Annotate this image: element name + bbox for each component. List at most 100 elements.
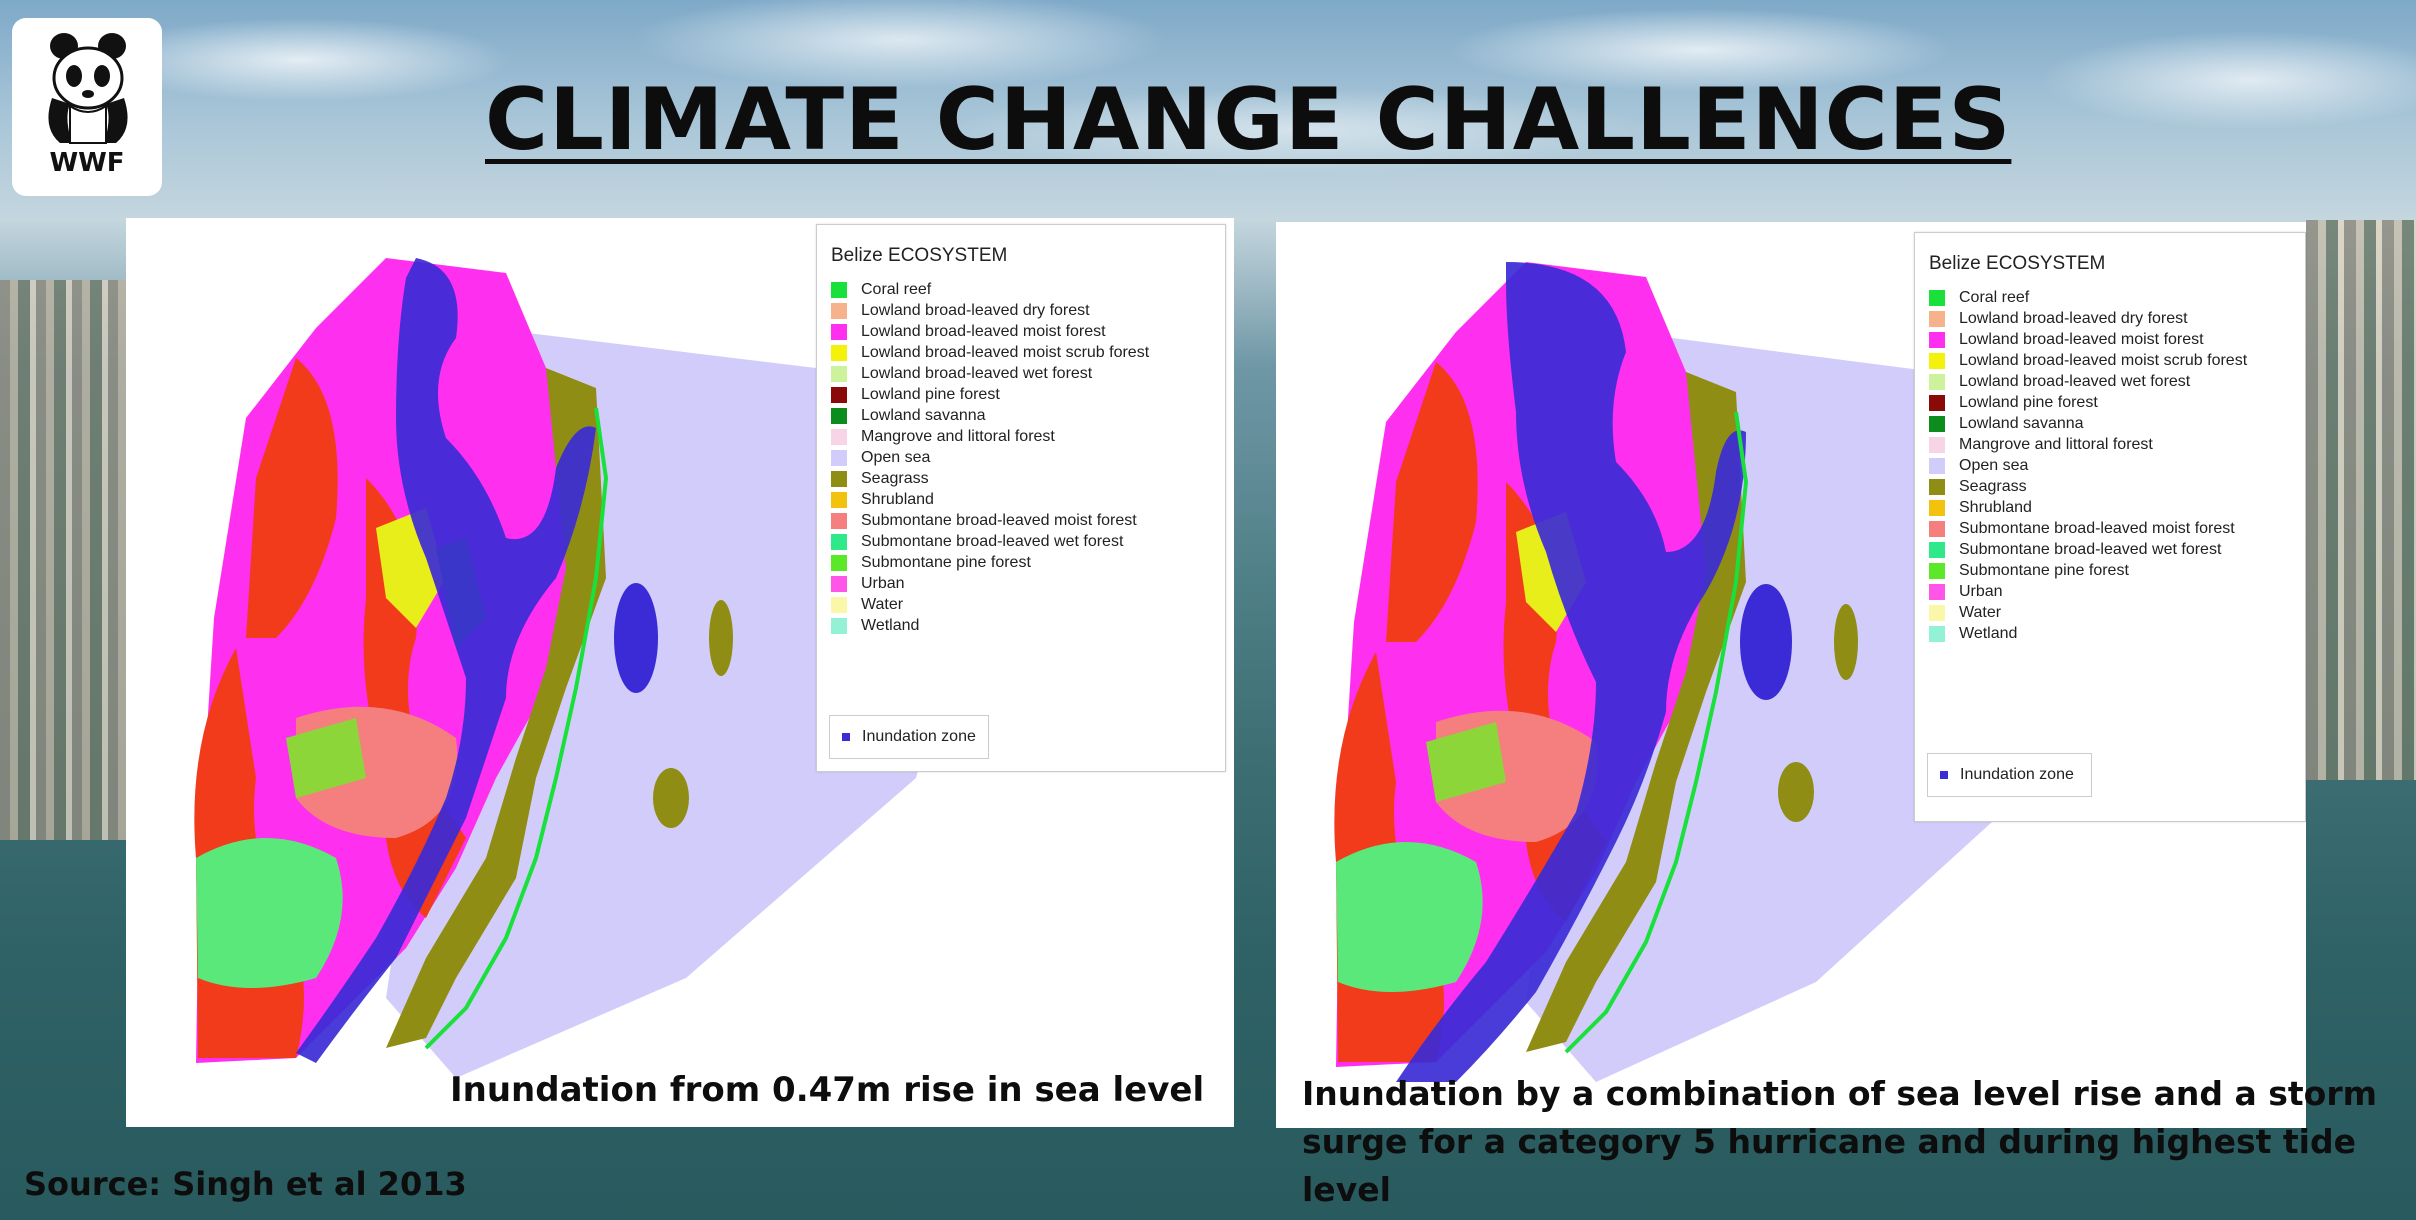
legend-swatch: [1929, 520, 1945, 537]
legend-item: Seagrass: [831, 468, 1211, 489]
legend-swatch: [1929, 499, 1945, 516]
legend-item: Submontane broad-leaved wet forest: [1929, 539, 2291, 560]
legend-label: Submontane pine forest: [861, 553, 1031, 571]
inundation-legend: Inundation zone: [829, 715, 989, 759]
legend-item: Seagrass: [1929, 476, 2291, 497]
legend-label: Submontane broad-leaved wet forest: [1959, 540, 2222, 558]
legend-item: Lowland broad-leaved wet forest: [1929, 371, 2291, 392]
legend-label: Lowland savanna: [861, 406, 986, 424]
legend-swatch: [1929, 562, 1945, 579]
map-caption-right: Inundation by a combination of sea level…: [1302, 1074, 2377, 1209]
legend-label: Wetland: [1959, 624, 2018, 642]
legend-label: Urban: [1959, 582, 2003, 600]
legend-label: Lowland broad-leaved moist forest: [1959, 330, 2204, 348]
legend-item: Lowland broad-leaved dry forest: [1929, 308, 2291, 329]
legend-label: Wetland: [861, 616, 920, 634]
legend-swatch: [1929, 625, 1945, 642]
legend-item: Lowland broad-leaved moist scrub forest: [831, 342, 1211, 363]
legend-swatch: [831, 575, 847, 592]
legend-swatch: [831, 323, 847, 340]
legend-item: Submontane broad-leaved moist forest: [1929, 518, 2291, 539]
legend-swatch: [1929, 457, 1945, 474]
legend-item: Urban: [831, 573, 1211, 594]
legend-swatch: [831, 344, 847, 361]
legend-item: Shrubland: [831, 489, 1211, 510]
legend-item: Lowland savanna: [1929, 413, 2291, 434]
inundation-label: Inundation zone: [1960, 766, 2074, 783]
legend-item: Lowland broad-leaved moist scrub forest: [1929, 350, 2291, 371]
legend-label: Submontane broad-leaved moist forest: [861, 511, 1137, 529]
legend-label: Submontane broad-leaved moist forest: [1959, 519, 2235, 537]
legend-item: Mangrove and littoral forest: [831, 426, 1211, 447]
legend-label: Open sea: [1959, 456, 2029, 474]
legend-swatch: [1929, 436, 1945, 453]
panda-icon: [48, 33, 128, 144]
legend-item: Lowland broad-leaved wet forest: [831, 363, 1211, 384]
legend-label: Open sea: [861, 448, 931, 466]
legend-list: Coral reef Lowland broad-leaved dry fores…: [1929, 287, 2291, 644]
slide-title: CLIMATE CHANGE CHALLENCES: [485, 70, 2012, 170]
legend-item: Open sea: [1929, 455, 2291, 476]
legend-item: Wetland: [831, 615, 1211, 636]
legend-label: Submontane broad-leaved wet forest: [861, 532, 1124, 550]
legend-swatch: [1929, 394, 1945, 411]
legend-label: Submontane pine forest: [1959, 561, 2129, 579]
legend-label: Seagrass: [1959, 477, 2027, 495]
legend-swatch: [831, 281, 847, 298]
legend-swatch: [831, 512, 847, 529]
legend-item: Submontane pine forest: [831, 552, 1211, 573]
legend-item: Open sea: [831, 447, 1211, 468]
legend-label: Urban: [861, 574, 905, 592]
sky-clouds: [0, 0, 2416, 200]
inundation-label: Inundation zone: [862, 728, 976, 745]
legend-item: Lowland broad-leaved moist forest: [1929, 329, 2291, 350]
map-panel-right: Belize ECOSYSTEM Coral reef Lowland broad…: [1276, 222, 2306, 1128]
legend-item: Water: [1929, 602, 2291, 623]
legend-swatch: [1929, 289, 1945, 306]
legend-item: Coral reef: [1929, 287, 2291, 308]
legend-swatch: [1929, 331, 1945, 348]
map-legend-left: Belize ECOSYSTEM Coral reef Lowland broad…: [816, 224, 1226, 772]
legend-swatch: [1929, 604, 1945, 621]
legend-swatch: [831, 365, 847, 382]
legend-label: Lowland broad-leaved moist scrub forest: [1959, 351, 2248, 369]
legend-item: Coral reef: [831, 279, 1211, 300]
legend-item: Urban: [1929, 581, 2291, 602]
legend-label: Lowland savanna: [1959, 414, 2084, 432]
legend-list: Coral reef Lowland broad-leaved dry fores…: [831, 279, 1211, 636]
legend-swatch: [1929, 478, 1945, 495]
legend-item: Wetland: [1929, 623, 2291, 644]
legend-label: Lowland broad-leaved dry forest: [861, 301, 1090, 319]
legend-item: Lowland broad-leaved moist forest: [831, 321, 1211, 342]
legend-item: Lowland pine forest: [1929, 392, 2291, 413]
legend-swatch: [831, 491, 847, 508]
aerial-city-left: [0, 280, 140, 840]
legend-swatch: [831, 596, 847, 613]
legend-item: Submontane pine forest: [1929, 560, 2291, 581]
legend-label: Lowland pine forest: [861, 385, 1000, 403]
legend-item: Lowland broad-leaved dry forest: [831, 300, 1211, 321]
legend-swatch: [1929, 373, 1945, 390]
logo-text: WWF: [49, 148, 125, 178]
source-citation: Source: Singh et al 2013: [24, 1165, 467, 1203]
legend-label: Water: [861, 595, 904, 613]
legend-swatch: [831, 617, 847, 634]
legend-swatch: [1929, 415, 1945, 432]
legend-item: Water: [831, 594, 1211, 615]
legend-swatch: [831, 302, 847, 319]
legend-label: Lowland pine forest: [1959, 393, 2098, 411]
legend-label: Mangrove and littoral forest: [1959, 435, 2153, 453]
legend-label: Coral reef: [1959, 288, 2030, 306]
legend-label: Seagrass: [861, 469, 929, 487]
legend-item: Submontane broad-leaved wet forest: [831, 531, 1211, 552]
legend-swatch: [1929, 583, 1945, 600]
legend-label: Lowland broad-leaved wet forest: [1959, 372, 2191, 390]
legend-title: Belize ECOSYSTEM: [831, 245, 1008, 266]
legend-label: Lowland broad-leaved moist scrub forest: [861, 343, 1150, 361]
legend-item: Lowland savanna: [831, 405, 1211, 426]
legend-swatch: [1929, 352, 1945, 369]
legend-swatch: [1929, 541, 1945, 558]
inundation-swatch: [842, 733, 850, 741]
legend-swatch: [831, 449, 847, 466]
